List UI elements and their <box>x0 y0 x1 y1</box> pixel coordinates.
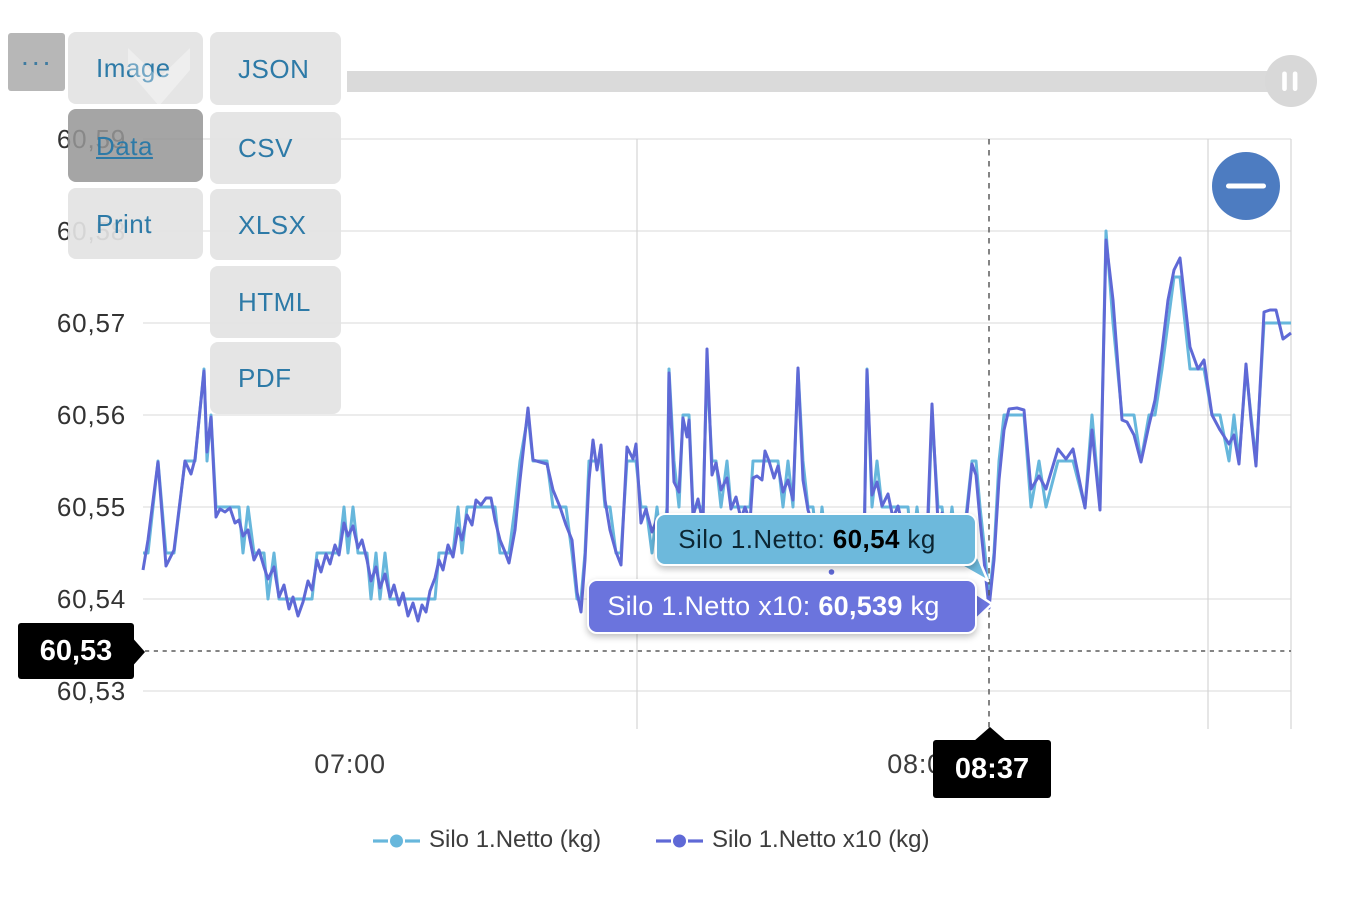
svg-text:60,55: 60,55 <box>57 492 126 522</box>
svg-text:60,56: 60,56 <box>57 400 126 430</box>
svg-text:07:00: 07:00 <box>314 749 386 779</box>
svg-text:60,54: 60,54 <box>57 584 126 614</box>
svg-text:60,57: 60,57 <box>57 308 126 338</box>
svg-text:Silo 1.Netto x10 (kg): Silo 1.Netto x10 (kg) <box>712 826 929 853</box>
svg-text:Silo 1.Netto (kg): Silo 1.Netto (kg) <box>429 826 601 853</box>
svg-text:60,53: 60,53 <box>57 676 126 706</box>
